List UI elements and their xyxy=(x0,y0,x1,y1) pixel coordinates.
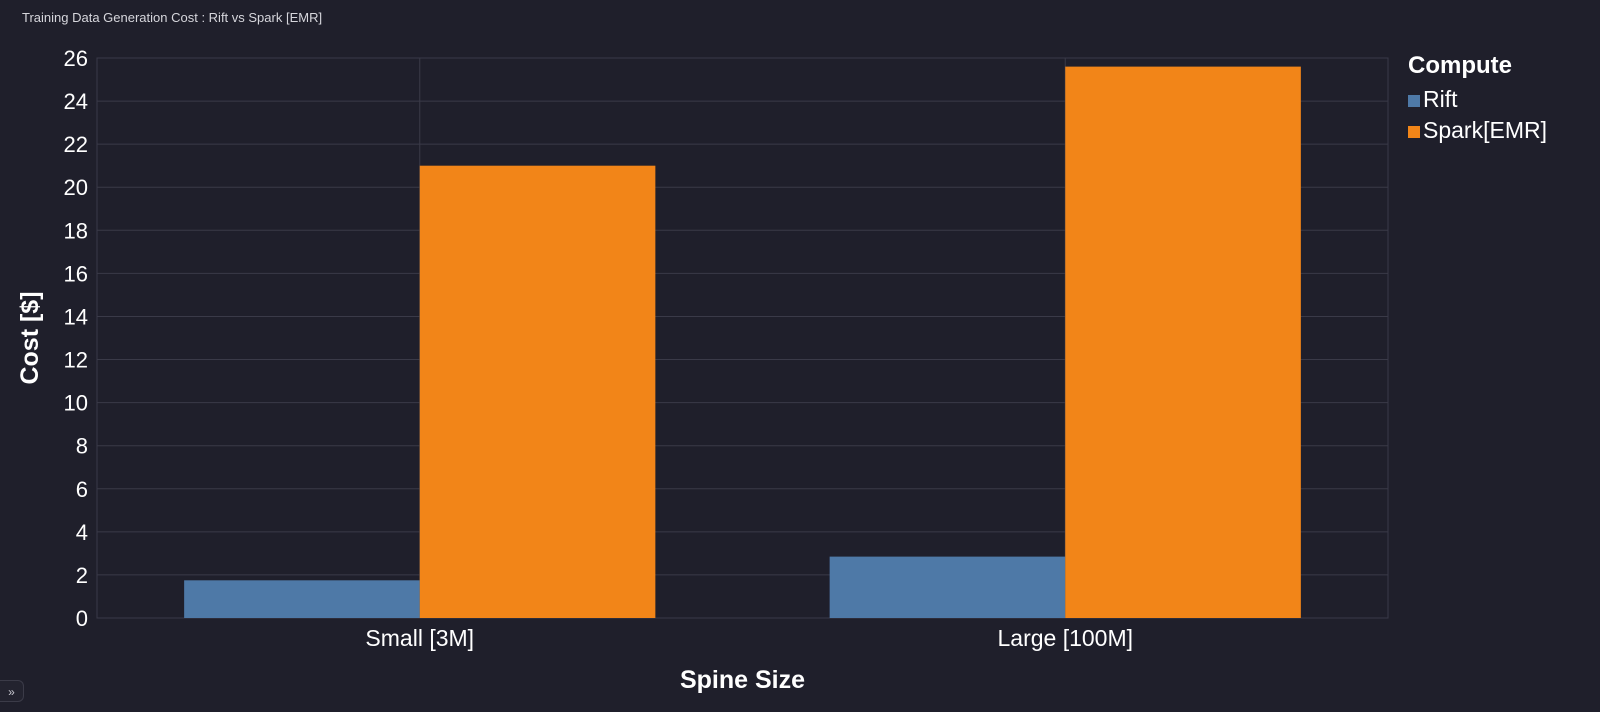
y-tick-label: 4 xyxy=(76,520,88,545)
legend-label-spark-emr: Spark[EMR] xyxy=(1423,117,1547,143)
bar-rift-1 xyxy=(829,556,1066,618)
y-tick-label: 14 xyxy=(64,304,88,329)
legend-item-spark-emr[interactable]: Spark[EMR] xyxy=(1408,115,1547,146)
y-tick-label: 6 xyxy=(76,477,88,502)
x-tick-label: Large [100M] xyxy=(997,625,1133,651)
chart-title: Training Data Generation Cost : Rift vs … xyxy=(22,10,323,25)
x-axis-title: Spine Size xyxy=(680,666,805,694)
legend-label-rift: Rift xyxy=(1423,86,1458,112)
y-tick-label: 26 xyxy=(64,46,88,71)
legend-swatch-spark-emr xyxy=(1408,126,1420,138)
y-tick-label: 16 xyxy=(64,261,88,286)
expand-sidebar-button[interactable]: » xyxy=(0,680,24,702)
bar-spark-emr-0 xyxy=(419,165,656,618)
bar-spark-emr-1 xyxy=(1065,66,1301,619)
y-tick-label: 10 xyxy=(64,391,88,416)
legend: Compute Rift Spark[EMR] xyxy=(1408,52,1547,146)
x-tick-label: Small [3M] xyxy=(365,625,474,651)
y-axis-title: Cost [$] xyxy=(16,291,44,384)
y-tick-label: 18 xyxy=(64,218,88,243)
y-tick-label: 2 xyxy=(76,563,88,588)
y-tick-label: 24 xyxy=(64,89,88,114)
legend-title: Compute xyxy=(1408,52,1512,79)
y-tick-label: 0 xyxy=(76,606,88,631)
chevron-double-right-icon: » xyxy=(8,685,15,699)
y-tick-label: 22 xyxy=(64,132,88,157)
legend-item-rift[interactable]: Rift xyxy=(1408,84,1547,115)
y-tick-label: 12 xyxy=(64,348,88,373)
bar-rift-0 xyxy=(184,580,420,618)
legend-swatch-rift xyxy=(1408,95,1420,107)
y-tick-label: 20 xyxy=(64,175,88,200)
y-tick-label: 8 xyxy=(76,434,88,459)
